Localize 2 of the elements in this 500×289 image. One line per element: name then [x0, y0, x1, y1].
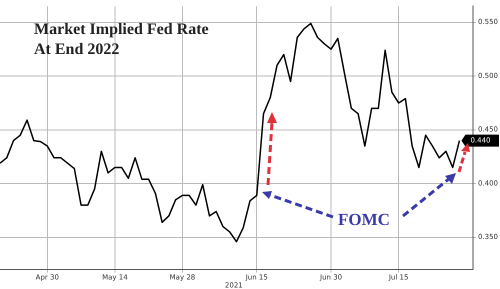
text: Market Implied Fed Rate At End 2022: [34, 20, 210, 60]
annotation: FOMC: [338, 210, 390, 230]
